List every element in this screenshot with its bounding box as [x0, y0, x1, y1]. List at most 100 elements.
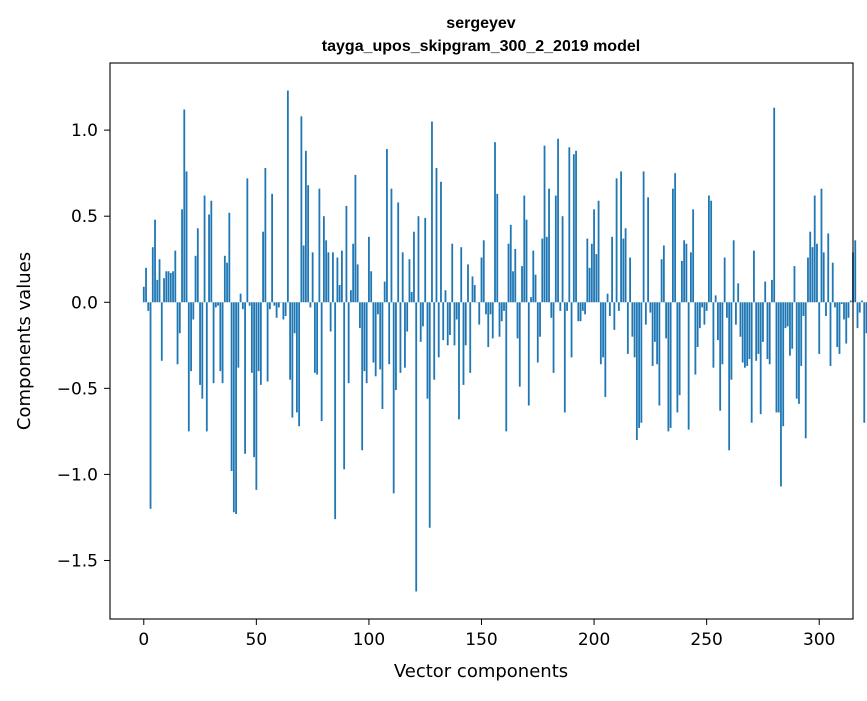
bar-137	[451, 244, 453, 303]
bar-313	[848, 302, 850, 317]
bar-56	[269, 302, 271, 309]
bar-283	[780, 302, 782, 486]
bar-275	[762, 302, 764, 342]
bar-9	[163, 278, 165, 302]
bar-135	[447, 302, 449, 345]
bar-212	[620, 171, 622, 302]
bar-265	[740, 302, 742, 336]
bar-101	[370, 271, 372, 302]
bar-177	[541, 239, 543, 303]
bar-206	[607, 294, 609, 303]
bar-159	[501, 302, 503, 321]
bar-279	[771, 280, 773, 302]
bar-114	[400, 302, 402, 373]
bar-281	[776, 302, 778, 412]
bar-278	[769, 302, 771, 364]
bar-133	[442, 302, 444, 340]
bar-263	[735, 302, 737, 324]
bar-100	[368, 237, 370, 302]
bar-102	[373, 302, 375, 362]
bar-248	[701, 302, 703, 307]
bar-160	[503, 302, 505, 311]
bar-203	[600, 302, 602, 364]
bar-144	[467, 264, 469, 302]
bar-220	[638, 302, 640, 428]
bar-46	[246, 178, 248, 302]
bar-280	[773, 108, 775, 303]
bar-208	[611, 237, 613, 302]
bar-187	[564, 302, 566, 412]
bar-226	[652, 302, 654, 366]
bar-213	[622, 239, 624, 303]
bar-80	[323, 216, 325, 302]
bar-230	[661, 259, 663, 302]
bar-88	[341, 251, 343, 303]
bar-292	[800, 302, 802, 366]
bar-239	[681, 261, 683, 302]
bar-52	[260, 302, 262, 385]
bar-131	[438, 302, 440, 357]
bar-68	[296, 302, 298, 412]
bar-267	[744, 302, 746, 367]
bar-216	[629, 258, 631, 303]
bar-163	[510, 225, 512, 302]
bar-308	[836, 302, 838, 347]
bar-25	[199, 302, 201, 385]
bar-250	[706, 302, 708, 311]
bar-288	[791, 302, 793, 348]
bar-295	[807, 258, 809, 303]
bar-180	[548, 189, 550, 303]
bar-197	[586, 239, 588, 303]
bar-305	[830, 302, 832, 366]
bar-284	[782, 302, 784, 426]
bar-127	[429, 302, 431, 527]
bar-191	[573, 154, 575, 302]
bar-104	[377, 302, 379, 314]
bar-185	[559, 302, 561, 311]
bar-99	[366, 302, 368, 383]
bar-289	[794, 266, 796, 302]
bar-228	[656, 302, 658, 364]
bar-168	[521, 266, 523, 302]
bar-64	[287, 91, 289, 303]
bar-223	[645, 302, 647, 324]
bar-34	[219, 302, 221, 371]
bar-85	[334, 302, 336, 519]
bar-241	[685, 244, 687, 303]
bar-138	[454, 302, 456, 345]
bar-298	[814, 196, 816, 303]
bar-149	[478, 302, 480, 324]
bar-209	[613, 302, 615, 330]
bar-110	[391, 189, 393, 303]
bar-22	[192, 302, 194, 319]
bar-237	[676, 302, 678, 412]
bar-188	[566, 302, 568, 311]
bar-205	[604, 302, 606, 397]
bar-287	[789, 302, 791, 355]
bar-73	[307, 185, 309, 302]
bar-307	[834, 302, 836, 307]
bar-38	[228, 213, 230, 303]
bar-75	[312, 252, 314, 302]
bar-7	[159, 259, 161, 302]
bar-157	[496, 194, 498, 302]
bar-82	[327, 252, 329, 302]
bar-31	[213, 302, 215, 383]
bar-17	[181, 209, 183, 302]
bar-285	[785, 302, 787, 328]
bar-105	[379, 302, 381, 369]
bar-16	[179, 302, 181, 333]
bar-303	[825, 302, 827, 316]
bar-136	[449, 302, 451, 335]
bar-277	[767, 302, 769, 359]
bar-181	[550, 302, 552, 317]
bar-217	[631, 302, 633, 336]
bar-314	[850, 301, 852, 303]
bar-291	[798, 302, 800, 404]
bar-4	[152, 247, 154, 302]
bar-41	[235, 302, 237, 514]
bar-253	[713, 302, 715, 367]
bar-186	[562, 216, 564, 302]
bar-231	[663, 245, 665, 302]
